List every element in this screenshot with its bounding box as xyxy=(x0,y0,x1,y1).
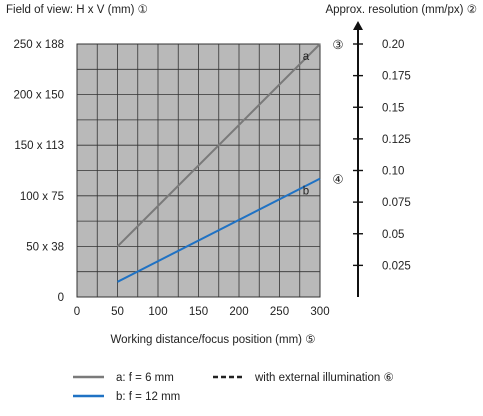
right-tick-label: 0.025 xyxy=(382,260,411,272)
x-tick-label: 0 xyxy=(74,306,80,318)
legend: a: f = 6 mm b: f = 12 mm with external i… xyxy=(73,372,394,403)
x-tick-label: 50 xyxy=(111,306,124,318)
series-callout-a: ③ xyxy=(332,38,343,52)
x-axis-ticks: 0 50 100 150 200 250 300 xyxy=(74,306,330,318)
right-tick-label: 0.20 xyxy=(382,39,404,51)
series-layer: a ③ b ④ xyxy=(116,38,344,283)
grid-lines xyxy=(77,44,320,297)
x-axis-title: Working distance/focus position (mm) ⑤ xyxy=(110,334,315,346)
series-line-a xyxy=(116,43,321,248)
series-callout-b: ④ xyxy=(332,173,343,187)
right-axis: 0.025 0.05 0.075 0.10 0.125 0.15 0.175 0.20 xyxy=(353,21,411,297)
right-tick-label: 0.075 xyxy=(382,197,411,209)
plot-frame xyxy=(76,43,321,298)
right-axis-title: Approx. resolution (mm/px) ② xyxy=(325,4,477,16)
right-tick-label: 0.10 xyxy=(382,166,404,178)
right-tick-label: 0.15 xyxy=(382,102,404,114)
x-tick-label: 200 xyxy=(229,306,248,318)
series-label-b: b xyxy=(303,186,309,198)
left-tick-label: 200 x 150 xyxy=(13,90,64,102)
x-tick-label: 150 xyxy=(189,306,208,318)
right-tick-label: 0.125 xyxy=(382,134,411,146)
legend-label-b: b: f = 12 mm xyxy=(116,391,180,403)
left-tick-label: 0 xyxy=(58,292,64,304)
left-tick-label: 50 x 38 xyxy=(26,241,64,253)
series-line-b xyxy=(117,177,321,283)
left-tick-label: 100 x 75 xyxy=(20,191,64,203)
x-tick-label: 100 xyxy=(148,306,167,318)
left-tick-label: 250 x 188 xyxy=(13,39,64,51)
x-tick-label: 250 xyxy=(270,306,289,318)
left-axis-ticks: 0 50 x 38 100 x 75 150 x 113 200 x 150 250 x … xyxy=(13,39,64,304)
right-tick-label: 0.05 xyxy=(382,229,404,241)
left-tick-label: 150 x 113 xyxy=(14,140,64,152)
right-axis-ticks: 0.025 0.05 0.075 0.10 0.125 0.15 0.175 0.20 xyxy=(353,39,411,272)
legend-label-external-illumination: with external illumination ⑥ xyxy=(254,372,394,384)
legend-label-a: a: f = 6 mm xyxy=(116,372,174,384)
series-label-a: a xyxy=(303,51,310,63)
x-tick-label: 300 xyxy=(310,306,329,318)
right-tick-label: 0.175 xyxy=(382,71,411,83)
left-axis-title: Field of view: H x V (mm) ① xyxy=(6,4,148,16)
